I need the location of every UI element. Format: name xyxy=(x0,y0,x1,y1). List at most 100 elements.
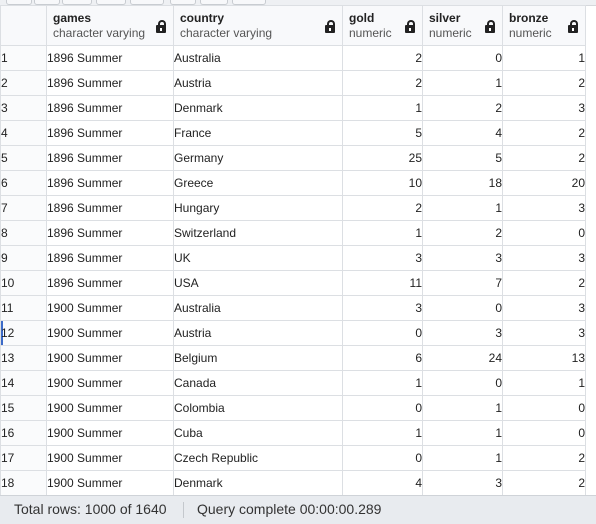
cell-gold[interactable]: 1 xyxy=(342,420,423,446)
toolbar-tab[interactable] xyxy=(232,0,266,5)
cell-games[interactable]: 1900 Summer xyxy=(46,470,174,495)
table-row[interactable]: 7 1896 Summer Hungary 2 1 3 xyxy=(0,195,586,221)
cell-games[interactable]: 1896 Summer xyxy=(46,195,174,221)
cell-games[interactable]: 1900 Summer xyxy=(46,295,174,321)
cell-bronze[interactable]: 0 xyxy=(502,395,586,421)
cell-games[interactable]: 1900 Summer xyxy=(46,370,174,396)
cell-games[interactable]: 1896 Summer xyxy=(46,170,174,196)
row-number[interactable]: 4 xyxy=(0,120,47,146)
cell-gold[interactable]: 0 xyxy=(342,320,423,346)
cell-silver[interactable]: 24 xyxy=(422,345,503,371)
row-number[interactable]: 18 xyxy=(0,470,47,495)
column-header-games[interactable]: games character varying xyxy=(46,5,174,46)
cell-silver[interactable]: 0 xyxy=(422,295,503,321)
cell-games[interactable]: 1900 Summer xyxy=(46,345,174,371)
cell-country[interactable]: Greece xyxy=(173,170,343,196)
toolbar-tab[interactable] xyxy=(170,0,196,5)
row-number[interactable]: 5 xyxy=(0,145,47,171)
cell-country[interactable]: Denmark xyxy=(173,470,343,495)
cell-country[interactable]: Cuba xyxy=(173,420,343,446)
row-number[interactable]: 9 xyxy=(0,245,47,271)
cell-games[interactable]: 1896 Summer xyxy=(46,145,174,171)
row-number[interactable]: 16 xyxy=(0,420,47,446)
cell-gold[interactable]: 3 xyxy=(342,295,423,321)
cell-gold[interactable]: 3 xyxy=(342,245,423,271)
table-row[interactable]: 10 1896 Summer USA 11 7 2 xyxy=(0,270,586,296)
cell-bronze[interactable]: 20 xyxy=(502,170,586,196)
cell-silver[interactable]: 7 xyxy=(422,270,503,296)
cell-gold[interactable]: 1 xyxy=(342,95,423,121)
table-row[interactable]: 2 1896 Summer Austria 2 1 2 xyxy=(0,70,586,96)
column-header-country[interactable]: country character varying xyxy=(173,5,343,46)
cell-gold[interactable]: 1 xyxy=(342,370,423,396)
cell-gold[interactable]: 11 xyxy=(342,270,423,296)
table-row[interactable]: 4 1896 Summer France 5 4 2 xyxy=(0,120,586,146)
cell-bronze[interactable]: 2 xyxy=(502,70,586,96)
cell-bronze[interactable]: 2 xyxy=(502,120,586,146)
cell-country[interactable]: UK xyxy=(173,245,343,271)
cell-country[interactable]: Australia xyxy=(173,295,343,321)
cell-gold[interactable]: 2 xyxy=(342,70,423,96)
cell-country[interactable]: Colombia xyxy=(173,395,343,421)
table-row[interactable]: 9 1896 Summer UK 3 3 3 xyxy=(0,245,586,271)
table-row[interactable]: 1 1896 Summer Australia 2 0 1 xyxy=(0,45,586,71)
toolbar-tab[interactable] xyxy=(34,0,60,5)
row-number[interactable]: 17 xyxy=(0,445,47,471)
table-row[interactable]: 15 1900 Summer Colombia 0 1 0 xyxy=(0,395,586,421)
toolbar-tab[interactable] xyxy=(96,0,126,5)
cell-silver[interactable]: 0 xyxy=(422,45,503,71)
cell-silver[interactable]: 3 xyxy=(422,470,503,495)
cell-bronze[interactable]: 3 xyxy=(502,195,586,221)
table-row[interactable]: 5 1896 Summer Germany 25 5 2 xyxy=(0,145,586,171)
cell-silver[interactable]: 5 xyxy=(422,145,503,171)
table-row[interactable]: 17 1900 Summer Czech Republic 0 1 2 xyxy=(0,445,586,471)
cell-silver[interactable]: 2 xyxy=(422,95,503,121)
cell-country[interactable]: Germany xyxy=(173,145,343,171)
table-row[interactable]: 8 1896 Summer Switzerland 1 2 0 xyxy=(0,220,586,246)
row-number[interactable]: 3 xyxy=(0,95,47,121)
table-row[interactable]: 11 1900 Summer Australia 3 0 3 xyxy=(0,295,586,321)
cell-bronze[interactable]: 2 xyxy=(502,145,586,171)
cell-games[interactable]: 1896 Summer xyxy=(46,95,174,121)
cell-bronze[interactable]: 13 xyxy=(502,345,586,371)
cell-gold[interactable]: 0 xyxy=(342,445,423,471)
cell-gold[interactable]: 5 xyxy=(342,120,423,146)
cell-country[interactable]: USA xyxy=(173,270,343,296)
row-number[interactable]: 14 xyxy=(0,370,47,396)
cell-silver[interactable]: 1 xyxy=(422,445,503,471)
cell-country[interactable]: Australia xyxy=(173,45,343,71)
row-number[interactable]: 10 xyxy=(0,270,47,296)
cell-gold[interactable]: 25 xyxy=(342,145,423,171)
cell-silver[interactable]: 3 xyxy=(422,245,503,271)
row-number[interactable]: 6 xyxy=(0,170,47,196)
table-row[interactable]: 6 1896 Summer Greece 10 18 20 xyxy=(0,170,586,196)
column-header-bronze[interactable]: bronze numeric xyxy=(502,5,586,46)
cell-games[interactable]: 1900 Summer xyxy=(46,395,174,421)
cell-games[interactable]: 1896 Summer xyxy=(46,70,174,96)
column-header-gold[interactable]: gold numeric xyxy=(342,5,423,46)
cell-bronze[interactable]: 1 xyxy=(502,370,586,396)
cell-gold[interactable]: 2 xyxy=(342,195,423,221)
row-number[interactable]: 1 xyxy=(0,45,47,71)
cell-silver[interactable]: 2 xyxy=(422,220,503,246)
cell-silver[interactable]: 3 xyxy=(422,320,503,346)
data-output-grid[interactable]: games character varying country characte… xyxy=(0,5,596,495)
toolbar-tab[interactable] xyxy=(62,0,92,5)
toolbar-tab[interactable] xyxy=(130,0,164,5)
cell-silver[interactable]: 1 xyxy=(422,70,503,96)
toolbar-tab[interactable] xyxy=(6,0,32,5)
cell-bronze[interactable]: 3 xyxy=(502,245,586,271)
cell-gold[interactable]: 1 xyxy=(342,220,423,246)
cell-bronze[interactable]: 0 xyxy=(502,420,586,446)
cell-gold[interactable]: 0 xyxy=(342,395,423,421)
cell-bronze[interactable]: 3 xyxy=(502,95,586,121)
cell-country[interactable]: Denmark xyxy=(173,95,343,121)
row-number[interactable]: 12 xyxy=(0,320,47,346)
cell-gold[interactable]: 6 xyxy=(342,345,423,371)
cell-bronze[interactable]: 2 xyxy=(502,270,586,296)
cell-silver[interactable]: 0 xyxy=(422,370,503,396)
row-number[interactable]: 13 xyxy=(0,345,47,371)
cell-gold[interactable]: 2 xyxy=(342,45,423,71)
cell-gold[interactable]: 10 xyxy=(342,170,423,196)
cell-country[interactable]: Austria xyxy=(173,70,343,96)
